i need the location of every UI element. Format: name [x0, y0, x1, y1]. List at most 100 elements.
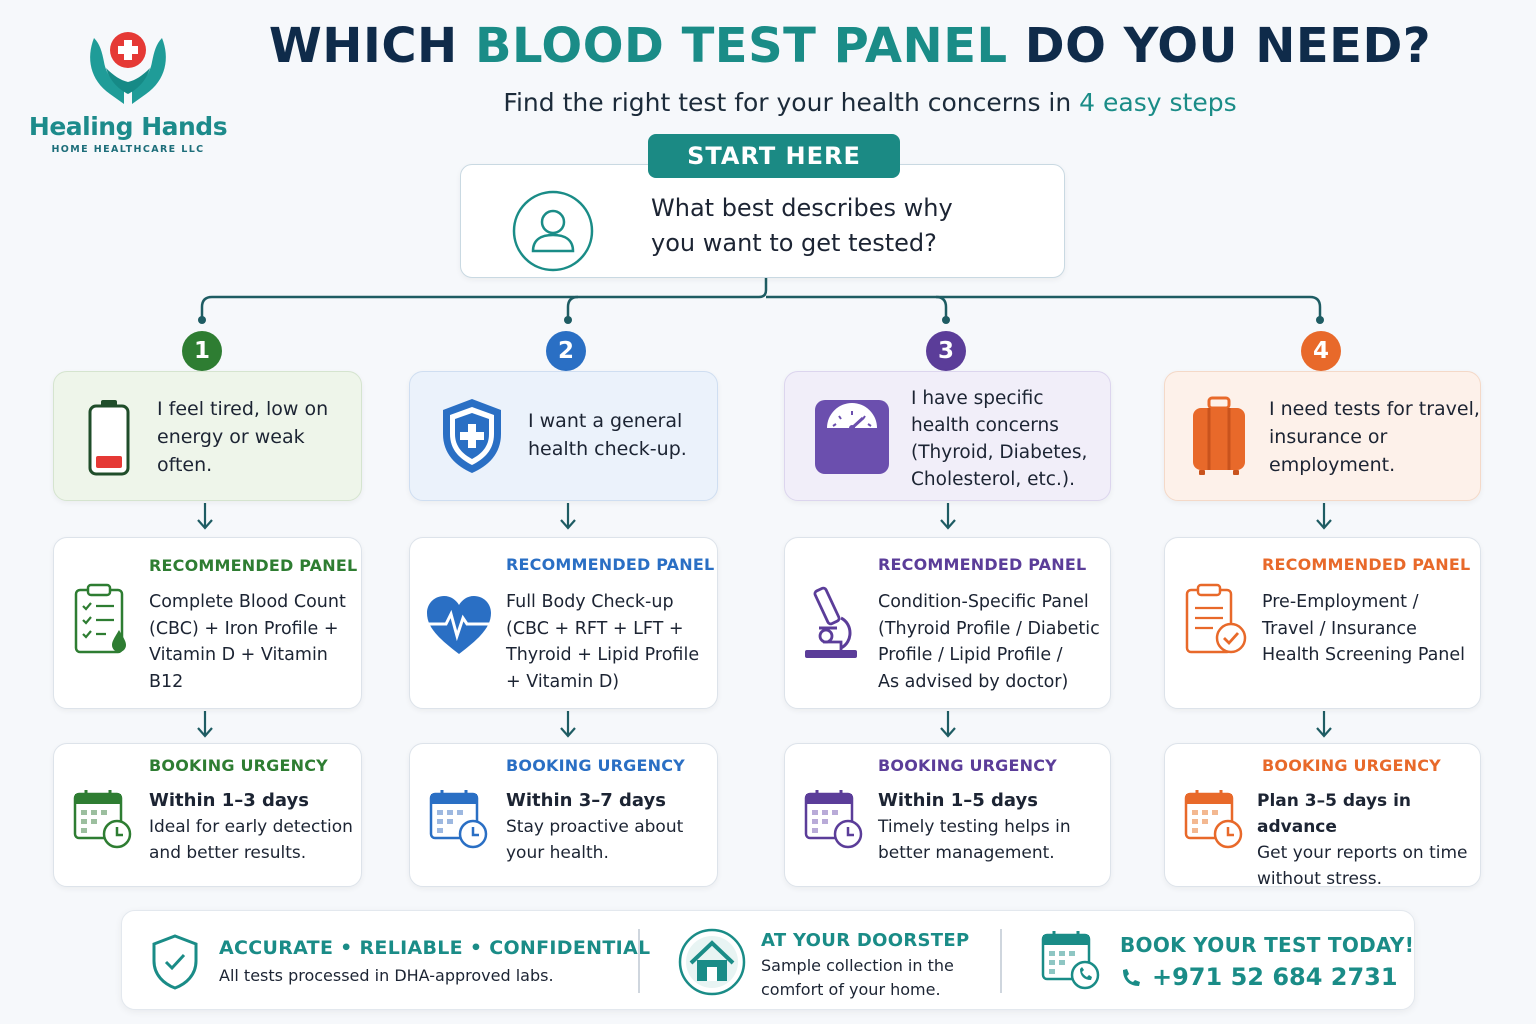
doorstep-line: Sample collection in the — [761, 956, 954, 975]
panel-heading: RECOMMENDED PANEL — [878, 555, 1087, 574]
panel-line: As advised by doctor) — [878, 671, 1069, 692]
reason-line: I want a general — [528, 410, 683, 432]
urgency-timeframe: Within 1–3 days — [149, 790, 309, 811]
panel-heading: RECOMMENDED PANEL — [1262, 555, 1471, 574]
panel-card-travel: RECOMMENDED PANEL Pre-Employment / Trave… — [1164, 537, 1481, 709]
urgency-line: Ideal for early detection — [149, 817, 353, 837]
urgency-line: Stay proactive about — [506, 817, 684, 837]
urgency-card-tired: BOOKING URGENCY Within 1–3 days Ideal fo… — [53, 743, 362, 887]
reason-line: often. — [157, 454, 213, 476]
panel-line: Profile / Lipid Profile / — [878, 645, 1063, 665]
urgency-card-specific: BOOKING URGENCY Within 1–5 days Timely t… — [784, 743, 1111, 887]
trust-heading: ACCURATE • RELIABLE • CONFIDENTIAL — [219, 937, 651, 959]
urgency-text: Within 3–7 days Stay proactive about you… — [506, 788, 683, 866]
urgency-card-checkup: BOOKING URGENCY Within 3–7 days Stay pro… — [409, 743, 718, 887]
phone-number[interactable]: +971 52 684 2731 — [1152, 963, 1398, 991]
start-question-card: What best describes why you want to get … — [460, 164, 1065, 278]
shield-check-icon — [152, 934, 198, 990]
reason-line: I feel tired, low on — [157, 398, 329, 420]
panel-heading: RECOMMENDED PANEL — [149, 556, 358, 575]
urgency-text: Within 1–5 days Timely testing helps in … — [878, 788, 1071, 866]
battery-low-icon — [88, 400, 130, 476]
panel-text: Full Body Check-up (CBC + RFT + LFT + Th… — [506, 589, 699, 695]
urgency-line: better management. — [878, 843, 1055, 863]
microscope-icon — [805, 586, 857, 658]
reason-card-checkup[interactable]: I want a general health check-up. — [409, 371, 718, 501]
urgency-card-travel: BOOKING URGENCY Plan 3–5 days in advance… — [1164, 743, 1481, 889]
start-question-line1: What best describes why — [651, 194, 953, 222]
urgency-timeframe: Within 3–7 days — [506, 790, 666, 811]
panel-line: Vitamin D + Vitamin B12 — [149, 645, 328, 692]
panel-heading: RECOMMENDED PANEL — [506, 555, 715, 574]
phone-icon — [1123, 969, 1140, 986]
reason-line: health check-up. — [528, 438, 687, 460]
reason-text-travel: I need tests for travel, insurance or em… — [1269, 395, 1480, 479]
start-section: What best describes why you want to get … — [460, 134, 1065, 278]
panel-line: Travel / Insurance — [1262, 618, 1417, 639]
reason-text-tired: I feel tired, low on energy or weak ofte… — [157, 395, 328, 479]
title-post: DO YOU NEED? — [1007, 18, 1432, 74]
brand-name: Healing Hands — [28, 112, 228, 141]
footer-divider — [1000, 929, 1002, 993]
panel-line: (CBC) + Iron Profile + — [149, 618, 339, 639]
brand-logo: Healing Hands HOME HEALTHCARE LLC — [28, 28, 228, 155]
urgency-heading: BOOKING URGENCY — [506, 756, 685, 775]
panel-line: Full Body Check-up — [506, 592, 674, 612]
urgency-line: and better results. — [149, 843, 307, 863]
reason-text-checkup: I want a general health check-up. — [528, 407, 687, 463]
urgency-text: Within 1–3 days Ideal for early detectio… — [149, 788, 353, 866]
panel-text: Complete Blood Count (CBC) + Iron Profil… — [149, 589, 361, 695]
calendar-clock-icon — [73, 790, 132, 849]
doorstep-line: comfort of your home. — [761, 980, 941, 999]
subtitle-accent: 4 easy steps — [1079, 88, 1237, 117]
panel-line: (CBC + RFT + LFT + — [506, 618, 684, 639]
reason-line: energy or weak — [157, 426, 305, 448]
start-here-badge: START HERE — [648, 134, 900, 178]
home-icon — [678, 928, 746, 996]
clipboard-drop-icon — [74, 583, 126, 654]
healing-hands-icon — [90, 32, 166, 104]
panel-line: (Thyroid Profile / Diabetic — [878, 618, 1100, 639]
urgency-line: your health. — [506, 843, 609, 863]
calendar-phone-icon — [1041, 931, 1100, 990]
urgency-timeframe: Plan 3–5 days in advance — [1257, 791, 1412, 837]
calendar-clock-icon — [429, 790, 488, 849]
reason-text-specific: I have specific health concerns (Thyroid… — [911, 385, 1087, 493]
step-2-badge: 2 — [546, 331, 586, 371]
title-pre: WHICH — [268, 18, 475, 74]
suitcase-icon — [1193, 396, 1245, 475]
panel-text: Condition-Specific Panel (Thyroid Profil… — [878, 589, 1100, 695]
footer-bar: ACCURATE • RELIABLE • CONFIDENTIAL All t… — [121, 910, 1415, 1010]
urgency-line: Get your reports on time — [1257, 843, 1468, 863]
trust-text: All tests processed in DHA-approved labs… — [219, 966, 554, 985]
panel-card-tired: RECOMMENDED PANEL Complete Blood Count (… — [53, 537, 362, 709]
panel-line: Thyroid + Lipid Profile — [506, 645, 700, 665]
reason-card-travel[interactable]: I need tests for travel, insurance or em… — [1164, 371, 1481, 501]
clipboard-check-icon — [1185, 583, 1247, 654]
step-1-badge: 1 — [182, 331, 222, 371]
heartbeat-icon — [426, 596, 492, 654]
panel-line: Health Screening Panel — [1262, 645, 1466, 665]
urgency-line: Timely testing helps in — [878, 817, 1071, 837]
start-question: What best describes why you want to get … — [651, 191, 1051, 261]
panel-text: Pre-Employment / Travel / Insurance Heal… — [1262, 589, 1465, 669]
panel-line: Pre-Employment / — [1262, 592, 1419, 612]
reason-line: Cholesterol, etc.). — [911, 469, 1075, 490]
reason-card-tired[interactable]: I feel tired, low on energy or weak ofte… — [53, 371, 362, 501]
doorstep-heading: AT YOUR DOORSTEP — [761, 930, 970, 951]
brand-tagline: HOME HEALTHCARE LLC — [51, 144, 205, 155]
reason-line: employment. — [1269, 454, 1396, 476]
shield-cross-icon — [443, 399, 501, 473]
book-heading: BOOK YOUR TEST TODAY! — [1120, 933, 1415, 957]
reason-line: insurance or — [1269, 426, 1388, 448]
reason-line: health concerns — [911, 415, 1059, 436]
panel-line: Complete Blood Count — [149, 592, 346, 612]
subtitle-pre: Find the right test for your health conc… — [503, 88, 1080, 117]
user-icon — [512, 190, 594, 272]
reason-card-specific[interactable]: I have specific health concerns (Thyroid… — [784, 371, 1111, 501]
page-subtitle: Find the right test for your health conc… — [250, 88, 1490, 117]
footer-divider — [638, 929, 640, 993]
urgency-timeframe: Within 1–5 days — [878, 790, 1038, 811]
step-4-badge: 4 — [1301, 331, 1341, 371]
